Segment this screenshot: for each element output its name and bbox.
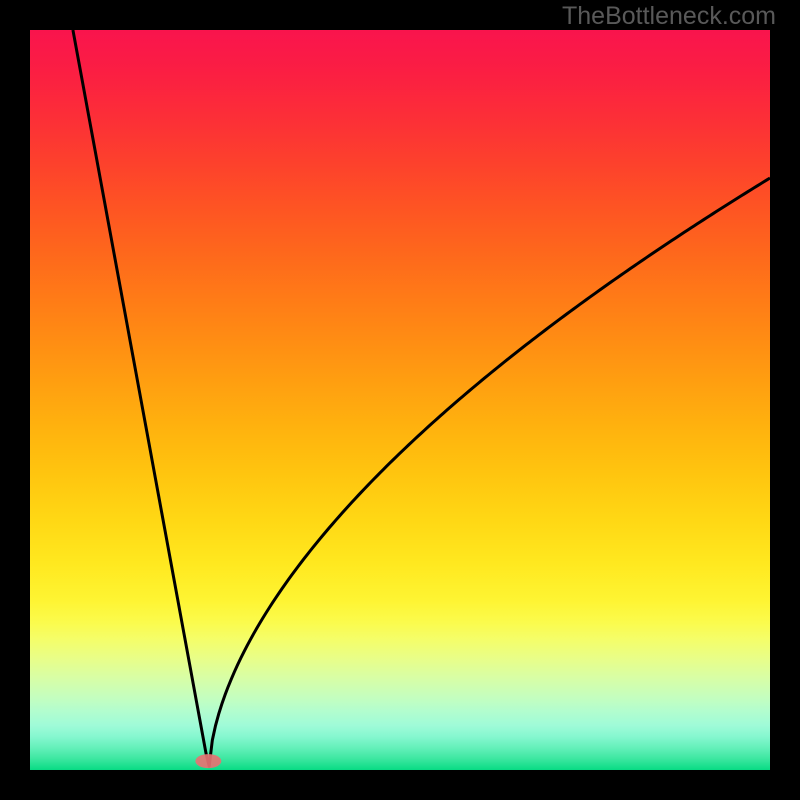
chart-frame: TheBottleneck.com	[0, 0, 800, 800]
curve-svg	[30, 30, 770, 770]
vertex-marker	[195, 754, 221, 768]
bottleneck-curve	[73, 30, 770, 766]
plot-area	[30, 30, 770, 770]
watermark-text: TheBottleneck.com	[562, 2, 776, 31]
